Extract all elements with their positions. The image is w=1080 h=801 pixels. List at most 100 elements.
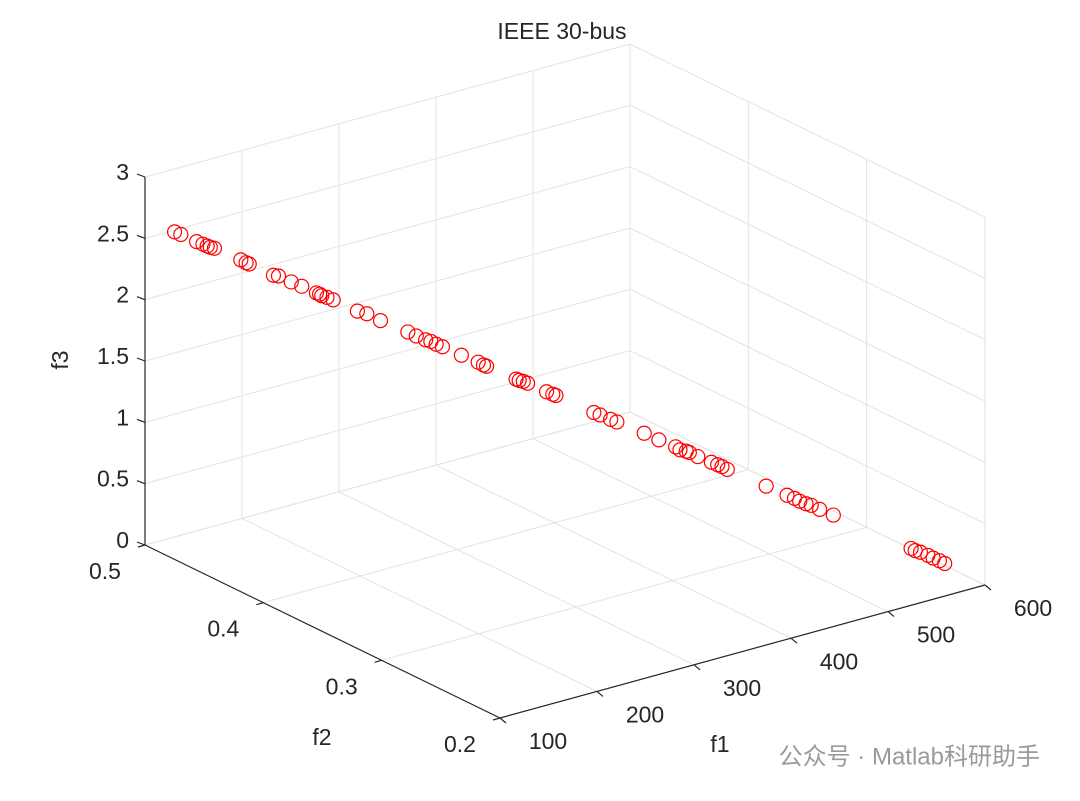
point — [428, 336, 444, 352]
point — [912, 544, 929, 560]
point — [719, 461, 735, 478]
point — [903, 540, 919, 557]
z-tick — [136, 541, 146, 546]
grid-line — [629, 166, 986, 341]
point — [538, 384, 555, 400]
grid-line — [144, 411, 631, 546]
point — [792, 493, 808, 509]
point — [937, 555, 953, 572]
x-tick — [693, 664, 701, 671]
y-tick — [137, 544, 146, 548]
point — [434, 339, 451, 355]
x-tick — [887, 611, 895, 618]
point — [825, 507, 841, 523]
x-tick-label: 200 — [626, 701, 664, 727]
y-axis-label: f2 — [312, 724, 331, 750]
z-tick — [136, 480, 146, 485]
grid-line — [629, 104, 986, 279]
x-tick — [790, 637, 798, 644]
point — [325, 292, 341, 308]
grid-line — [144, 288, 631, 423]
point — [548, 387, 564, 404]
point — [311, 286, 328, 302]
grid-line — [629, 350, 986, 525]
z-tick — [136, 234, 146, 239]
x-tick-label: 100 — [529, 728, 567, 754]
grid-line — [263, 469, 749, 604]
z-tick-label: 1 — [116, 404, 129, 430]
z-tick-label: 0.5 — [97, 466, 129, 492]
y-axis-line — [144, 544, 501, 719]
point — [294, 278, 310, 294]
grid-line — [629, 227, 986, 402]
point — [265, 267, 282, 283]
x-tick — [499, 717, 507, 724]
x-axis-label: f1 — [710, 731, 729, 757]
point — [636, 425, 652, 441]
x-tick-label: 500 — [917, 622, 955, 648]
y-tick-label: 0.3 — [326, 673, 358, 699]
point — [651, 432, 667, 448]
point — [592, 407, 608, 423]
grid-line — [532, 438, 889, 613]
x-tick — [596, 690, 604, 697]
grid-line — [435, 464, 792, 639]
grid-line — [241, 517, 598, 692]
grid-line — [144, 350, 631, 485]
point — [681, 444, 697, 461]
z-tick — [136, 357, 146, 362]
z-tick — [136, 418, 146, 423]
point — [241, 256, 257, 272]
point — [206, 240, 223, 256]
z-tick-label: 2.5 — [97, 220, 129, 246]
z-axis-label: f3 — [47, 350, 73, 369]
point — [453, 347, 469, 363]
y-tick-label: 0.5 — [89, 558, 121, 584]
grid-line — [629, 43, 986, 218]
point — [519, 375, 536, 391]
point — [668, 439, 684, 455]
point — [166, 224, 183, 240]
grid-line — [381, 526, 867, 661]
point — [173, 226, 189, 243]
point — [758, 478, 774, 494]
point — [189, 234, 205, 250]
y-tick — [374, 659, 382, 663]
y-tick-label: 0.4 — [207, 616, 239, 642]
point — [270, 268, 287, 284]
y-tick — [256, 602, 264, 606]
point — [586, 404, 602, 421]
point — [478, 358, 495, 374]
z-tick-label: 3 — [116, 159, 129, 185]
point — [812, 501, 828, 518]
point — [283, 274, 299, 290]
point — [408, 328, 424, 344]
z-tick-label: 0 — [116, 527, 129, 553]
point — [609, 414, 625, 430]
z-tick-label: 2 — [116, 282, 129, 308]
point — [803, 497, 819, 513]
point — [603, 411, 619, 428]
watermark: 公众号 · Matlab科研助手 — [779, 743, 1040, 770]
grid-line — [144, 104, 631, 239]
y-tick — [492, 717, 501, 721]
point — [703, 454, 720, 470]
z-tick-label: 1.5 — [97, 343, 129, 369]
grid-line — [144, 43, 631, 178]
grid-line — [144, 227, 631, 362]
point — [319, 289, 335, 305]
grid-line — [338, 491, 695, 666]
point — [349, 303, 366, 319]
x-tick — [984, 584, 992, 591]
point — [372, 313, 389, 329]
z-tick — [136, 296, 146, 301]
point — [690, 448, 706, 465]
y-tick-label: 0.2 — [444, 731, 476, 757]
x-tick-label: 300 — [723, 675, 761, 701]
grid-line — [629, 288, 986, 463]
point — [359, 306, 375, 322]
chart-title: IEEE 30-bus — [497, 18, 626, 44]
point — [779, 487, 795, 503]
